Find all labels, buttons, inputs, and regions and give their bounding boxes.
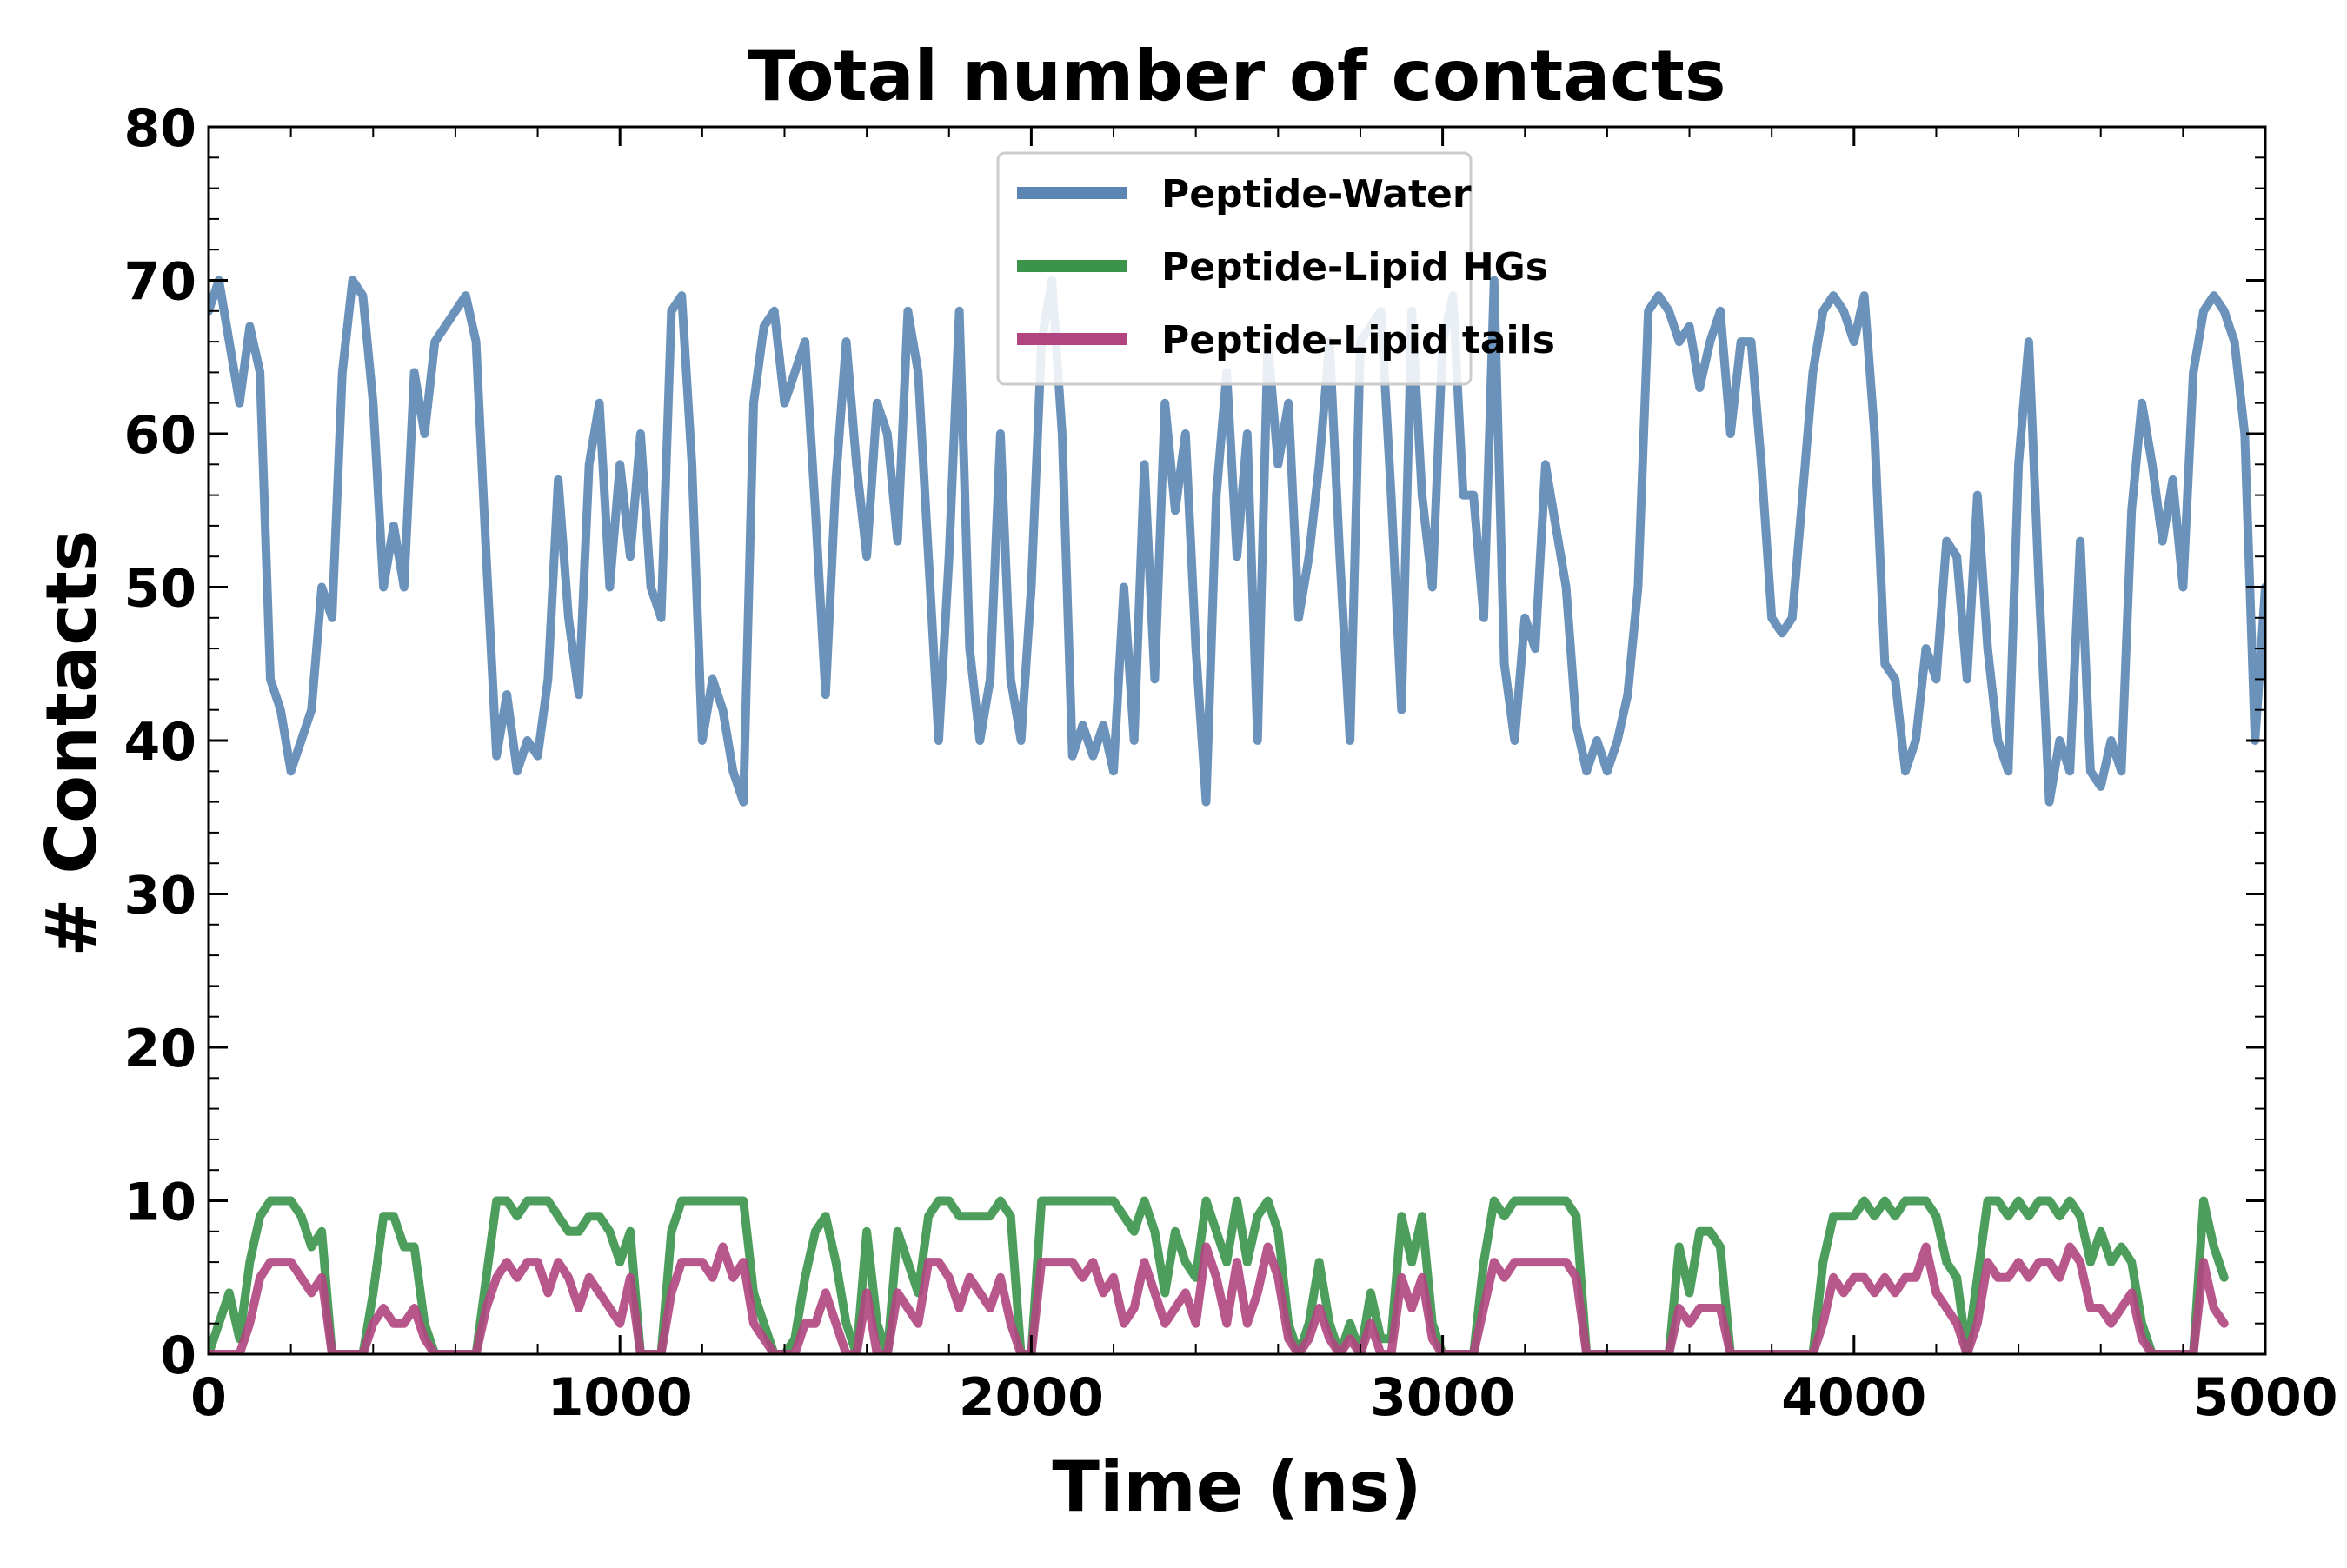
- legend-label-1: Peptide-Water: [1161, 172, 1472, 216]
- y-tick-label: 10: [124, 1173, 197, 1233]
- legend: Peptide-Water Peptide-Lipid HGs Peptide-Li…: [996, 151, 1555, 386]
- legend-label-2: Peptide-Lipid HGs: [1161, 245, 1548, 289]
- y-tick-label: 80: [124, 98, 197, 159]
- chart-title: Total number of contacts: [748, 36, 1726, 116]
- y-tick-label: 40: [124, 712, 197, 773]
- x-tick-label: 3000: [1370, 1367, 1515, 1428]
- y-tick-label: 60: [124, 405, 197, 466]
- x-tick-label: 1000: [548, 1367, 693, 1428]
- series-layer: [209, 276, 2265, 1354]
- y-tick-label: 70: [124, 252, 197, 313]
- x-tick-label: 0: [190, 1367, 227, 1428]
- y-tick-label: 50: [124, 559, 197, 620]
- x-tick-label: 4000: [1781, 1367, 1926, 1428]
- legend-box: [996, 151, 1473, 386]
- y-tick-label: 20: [124, 1019, 197, 1080]
- series-line-1: [209, 276, 2265, 807]
- x-tick-label: 5000: [2193, 1367, 2338, 1428]
- series-line-2: [209, 1196, 2229, 1354]
- x-axis-label: Time (ns): [1052, 1446, 1421, 1527]
- y-tick-label: 30: [124, 866, 197, 927]
- y-axis-label: # Contacts: [31, 529, 112, 956]
- legend-label-3: Peptide-Lipid tails: [1161, 318, 1555, 362]
- x-tick-label: 2000: [959, 1367, 1104, 1428]
- series-line-3: [209, 1242, 2229, 1354]
- ticks-layer: 0 1000 2000 3000 4000 5000 0 10 20 30 40 50 60 70 80: [124, 98, 2338, 1428]
- y-tick-label: 0: [160, 1325, 196, 1386]
